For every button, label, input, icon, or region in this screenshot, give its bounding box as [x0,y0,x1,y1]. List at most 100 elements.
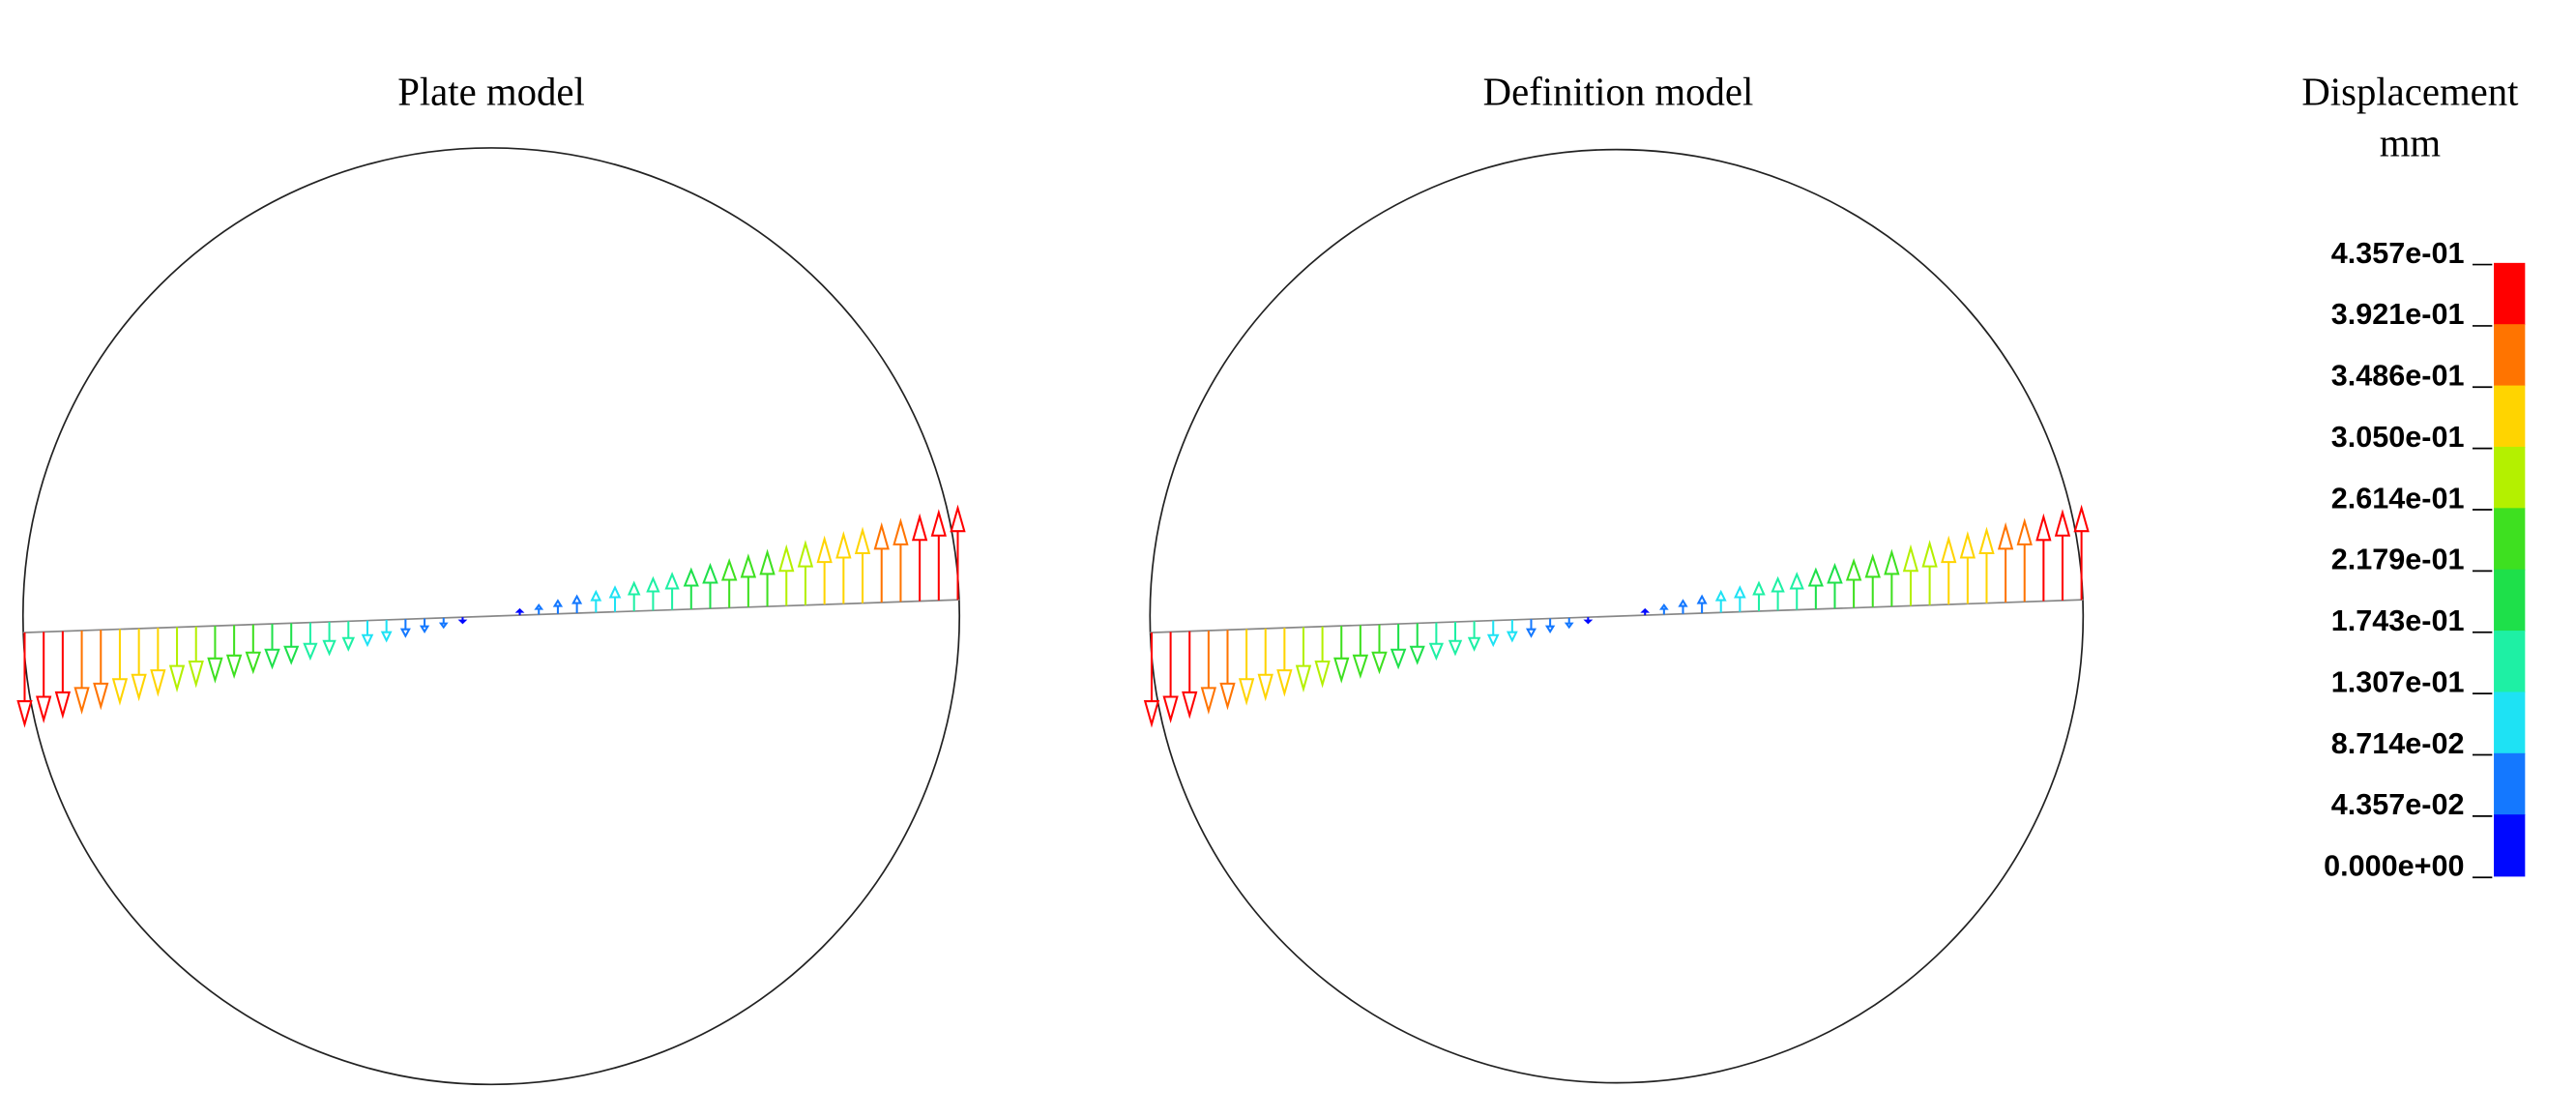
arrow-head [1583,619,1594,625]
arrow-head [683,567,699,587]
arrow-head [1238,678,1255,706]
arrow-head [893,517,909,545]
arrow-head [1182,691,1198,720]
arrow-head [646,575,660,593]
arrow-head [835,531,852,559]
color-legend: 4.357e-01 3.921e-01 3.486e-01 3.050e-01 2.61… [2324,237,2526,883]
arrow-head [1734,585,1746,599]
arrow-head [1428,642,1444,662]
arrow-head [1696,594,1708,604]
legend-label: 8.714e-02 [2331,727,2465,760]
arrow-head [514,607,525,613]
arrow-head [1257,673,1273,702]
arrow-head [2054,509,2071,537]
arrow-head [1771,575,1785,593]
arrow-head [590,589,602,602]
legend-swatch [2494,631,2526,693]
arrow-head [36,695,52,724]
legend-swatch [2494,569,2526,632]
model-outline [1149,148,2085,1084]
arrow-head [1448,639,1463,657]
legend-swatch [2494,691,2526,754]
arrow-head [1997,521,2014,550]
arrow-head [264,648,280,670]
arrow-head [1921,540,1938,568]
arrow-head [1789,572,1804,590]
arrow-head [873,521,890,550]
arrow-head [1864,553,1881,578]
arrow-head [2035,513,2052,542]
legend-label: 3.921e-01 [2331,298,2465,331]
arrow-head [778,544,795,573]
legend-swatch [2494,324,2526,387]
rotation-axis [1150,599,2084,633]
arrow-head [1845,558,1862,581]
arrow-head [1564,622,1574,630]
arrow-head [188,661,204,689]
arrow-head [1752,580,1766,596]
displacement-arrows [16,504,2090,728]
arrow-head [419,625,430,634]
legend-swatch [2494,262,2526,326]
arrow-head [1409,645,1425,665]
arrow-head [1295,664,1312,693]
arrow-head [1525,628,1537,638]
arrow-head [399,628,411,638]
legend-label: 2.179e-01 [2331,544,2465,576]
arrow-head [1827,562,1843,584]
arrow-head [1314,661,1331,689]
arrow-head [16,700,33,728]
arrow-head [438,622,449,630]
arrow-head [168,664,186,693]
legend-swatch [2494,752,2526,816]
arrow-head [534,603,544,610]
arrow-head [1352,654,1369,679]
arrow-head [150,669,166,697]
arrow-head [93,682,109,711]
legend-label: 4.357e-01 [2331,237,2465,270]
legend-label: 1.307e-01 [2331,665,2465,698]
panel-title: Plate model [397,71,585,114]
arrow-head [720,558,738,581]
arrow-head [73,687,90,715]
arrow-head [552,599,564,607]
arrow-head [627,580,641,596]
arrow-head [1714,589,1727,602]
arrow-head [341,636,356,652]
arrow-head [54,691,72,720]
arrow-head [930,509,947,537]
arrow-head [380,631,393,643]
arrow-head [759,548,776,575]
arrow-head [664,572,680,590]
arrow-head [854,526,871,554]
arrow-head [2073,504,2090,533]
arrow-head [2016,517,2033,545]
arrow-head [1506,631,1518,643]
arrow-head [1678,599,1688,607]
arrow-head [283,645,300,665]
arrow-head [1390,648,1407,670]
legend-label: 1.743e-01 [2331,604,2465,637]
arrow-head [322,639,337,657]
rotation-axis [22,599,960,633]
arrow-head [1143,700,1160,728]
legend-label: 3.050e-01 [2331,421,2465,454]
legend-swatch [2494,814,2526,877]
arrow-head [816,535,833,564]
arrow-head [207,657,223,684]
arrow-head [1978,526,1995,554]
arrow-head [608,585,622,599]
arrow-head [111,678,129,706]
arrow-head [740,553,757,578]
arrow-head [911,513,928,542]
arrow-head [1544,625,1556,634]
arrow-head [950,504,966,533]
arrow-head [303,642,318,662]
arrow-head [1333,657,1350,684]
arrow-head [1276,669,1293,697]
arrow-head [1807,567,1824,587]
legend-label: 0.000e+00 [2324,850,2464,883]
arrow-head [1902,544,1919,573]
